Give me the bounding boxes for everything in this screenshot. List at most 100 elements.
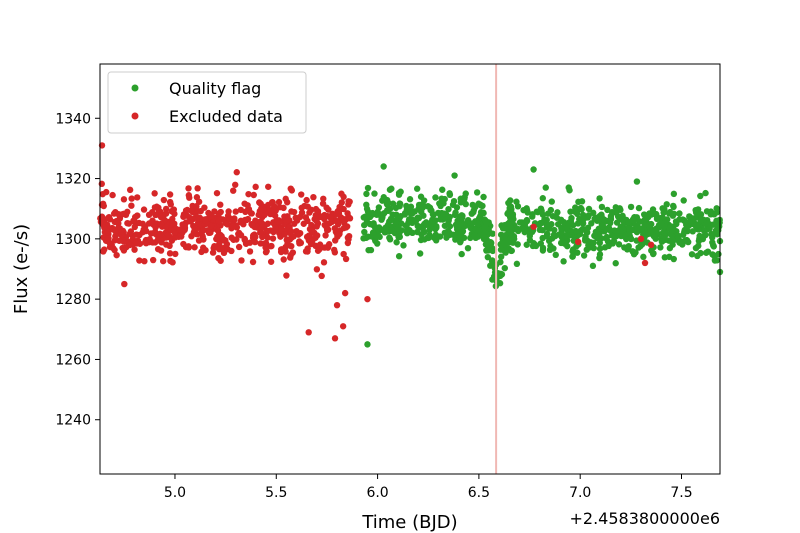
excluded-data-point: [574, 238, 582, 246]
quality-flag-point: [440, 210, 448, 217]
quality-flag-point: [439, 186, 446, 193]
quality-flag-point: [580, 252, 588, 259]
excluded-data-point: [215, 217, 223, 225]
quality-flag-point: [386, 186, 394, 193]
quality-flag-point: [549, 212, 557, 220]
quality-flag-point: [551, 226, 558, 234]
excluded-data-point: [333, 218, 340, 225]
quality-flag-point: [441, 229, 449, 237]
quality-flag-point: [488, 257, 496, 264]
quality-flag-point: [646, 223, 654, 231]
excluded-data-point: [242, 208, 249, 216]
excluded-data-point: [280, 256, 287, 263]
excluded-data-point: [304, 248, 311, 255]
excluded-data-point: [113, 251, 120, 259]
data-points: [97, 142, 724, 348]
legend-marker-quality-flag: [131, 84, 139, 92]
quality-flag-point: [613, 232, 620, 240]
quality-flag-point: [529, 213, 536, 220]
quality-flag-point: [652, 228, 659, 235]
legend-label-excluded-data: Excluded data: [169, 107, 283, 126]
excluded-data-point: [134, 194, 141, 201]
excluded-data-point: [145, 211, 153, 219]
excluded-data-point: [298, 191, 305, 198]
quality-flag-point: [605, 224, 613, 232]
quality-flag-point: [709, 239, 716, 246]
quality-flag-point: [516, 219, 524, 226]
excluded-data-point: [269, 235, 277, 242]
quality-flag-point: [544, 210, 552, 217]
quality-flag-point: [709, 234, 716, 241]
excluded-data-point: [229, 223, 237, 230]
quality-flag-point: [634, 225, 642, 232]
excluded-data-point: [97, 218, 105, 226]
quality-flag-point: [513, 260, 521, 268]
quality-flag-point: [657, 244, 664, 251]
quality-flag-point: [635, 204, 643, 212]
quality-flag-point: [590, 239, 597, 246]
y-tick-label: 1260: [55, 352, 91, 368]
excluded-data-point: [162, 205, 170, 213]
quality-flag-point: [633, 178, 641, 185]
quality-flag-point: [605, 217, 612, 225]
excluded-data-point: [103, 188, 110, 196]
excluded-data-point: [280, 204, 287, 212]
y-axis: 1240 1260 1280 1300 1320 1340: [55, 111, 100, 429]
quality-flag-point: [676, 239, 683, 246]
quality-flag-point: [464, 245, 472, 252]
quality-flag-point: [710, 221, 717, 228]
excluded-data-point: [308, 227, 315, 235]
excluded-data-point: [313, 266, 321, 273]
legend-label-quality-flag: Quality flag: [169, 79, 261, 98]
excluded-data-point: [155, 204, 162, 211]
excluded-data-point: [284, 216, 292, 224]
excluded-data-point: [313, 218, 320, 225]
quality-flag-point: [686, 213, 693, 220]
excluded-data-point: [130, 217, 137, 225]
excluded-data-point: [232, 181, 239, 188]
quality-flag-point: [420, 212, 427, 219]
excluded-data-point: [113, 217, 120, 225]
x-axis: 5.0 5.5 6.0 6.5 7.0 7.5: [164, 474, 693, 501]
excluded-data-point: [530, 223, 537, 230]
quality-flag-point: [513, 198, 520, 205]
quality-flag-point: [612, 260, 619, 267]
excluded-data-point: [256, 199, 263, 206]
excluded-data-point: [232, 208, 239, 215]
quality-flag-point: [363, 218, 371, 225]
excluded-data-point: [181, 222, 188, 229]
quality-flag-point: [668, 235, 676, 243]
quality-flag-point: [380, 210, 388, 217]
quality-flag-point: [451, 211, 459, 219]
quality-flag-point: [406, 196, 414, 203]
quality-flag-point: [598, 203, 606, 211]
plot-area-frame: [99, 63, 721, 475]
excluded-data-point: [314, 208, 321, 215]
quality-flag-point: [398, 220, 405, 227]
quality-flag-point: [617, 229, 625, 236]
quality-flag-point: [703, 249, 710, 256]
quality-flag-point: [625, 242, 632, 250]
quality-flag-point: [567, 208, 574, 215]
excluded-data-point: [166, 250, 174, 257]
quality-flag-point: [697, 249, 704, 257]
quality-flag-point: [450, 197, 458, 205]
excluded-data-point: [140, 206, 148, 213]
quality-flag-point: [596, 245, 604, 252]
excluded-data-point: [124, 219, 131, 227]
excluded-data-point: [157, 220, 165, 228]
quality-flag-point: [370, 231, 377, 238]
excluded-data-point: [112, 227, 119, 235]
quality-flag-point: [489, 245, 496, 252]
excluded-data-point: [127, 228, 135, 235]
excluded-data-point: [313, 223, 320, 230]
quality-flag-point: [405, 216, 413, 223]
quality-flag-point: [462, 200, 469, 208]
quality-flag-point: [446, 229, 453, 237]
quality-flag-point: [471, 232, 478, 239]
quality-flag-point: [695, 242, 702, 250]
quality-flag-point: [560, 258, 567, 265]
quality-flag-point: [694, 222, 701, 229]
quality-flag-point: [452, 221, 460, 228]
x-tick-label: 6.0: [366, 485, 388, 501]
